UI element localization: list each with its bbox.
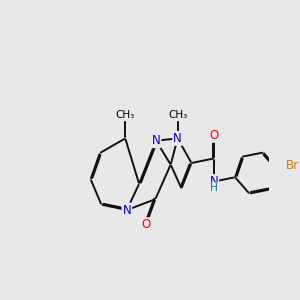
Text: N: N bbox=[173, 132, 182, 145]
Text: O: O bbox=[209, 129, 218, 142]
Text: N: N bbox=[152, 134, 161, 147]
Text: N: N bbox=[122, 203, 131, 217]
Text: O: O bbox=[141, 218, 151, 231]
Text: N: N bbox=[209, 175, 218, 188]
Text: CH₃: CH₃ bbox=[116, 110, 135, 120]
Text: Br: Br bbox=[286, 159, 299, 172]
Text: CH₃: CH₃ bbox=[168, 110, 187, 120]
Text: H: H bbox=[210, 183, 218, 193]
